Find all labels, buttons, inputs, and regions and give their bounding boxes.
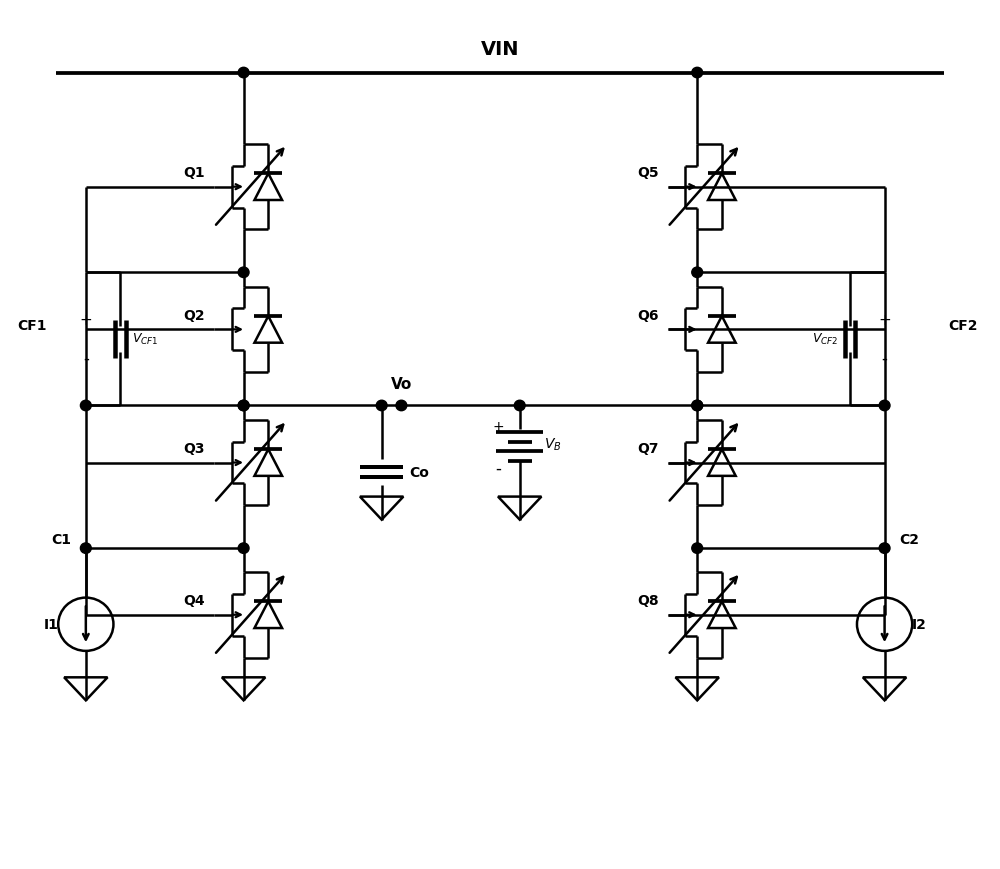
Text: Q2: Q2 <box>183 308 205 322</box>
Circle shape <box>879 401 890 411</box>
Text: Q1: Q1 <box>183 166 205 180</box>
Text: CF1: CF1 <box>17 318 46 332</box>
Circle shape <box>396 401 407 411</box>
Circle shape <box>692 543 703 554</box>
Circle shape <box>80 543 91 554</box>
Text: Q3: Q3 <box>184 441 205 455</box>
Circle shape <box>238 543 249 554</box>
Text: Co: Co <box>409 466 429 480</box>
Text: Q6: Q6 <box>637 308 659 322</box>
Text: $V_B$: $V_B$ <box>544 436 562 452</box>
Text: +: + <box>79 313 92 328</box>
Text: CF2: CF2 <box>949 318 978 332</box>
Text: -: - <box>882 349 888 368</box>
Text: Q4: Q4 <box>183 594 205 607</box>
Circle shape <box>879 543 890 554</box>
Text: C1: C1 <box>51 532 71 546</box>
Text: C2: C2 <box>899 532 919 546</box>
Text: -: - <box>495 459 501 477</box>
Text: +: + <box>492 420 504 434</box>
Text: Vo: Vo <box>391 377 412 392</box>
Text: $V_{CF1}$: $V_{CF1}$ <box>132 332 159 347</box>
Circle shape <box>238 268 249 278</box>
Circle shape <box>514 401 525 411</box>
Circle shape <box>692 401 703 411</box>
Circle shape <box>238 69 249 79</box>
Circle shape <box>80 401 91 411</box>
Circle shape <box>376 401 387 411</box>
Circle shape <box>692 268 703 278</box>
Circle shape <box>238 401 249 411</box>
Text: +: + <box>878 313 891 328</box>
Text: I1: I1 <box>44 618 59 632</box>
Circle shape <box>238 401 249 411</box>
Text: Q5: Q5 <box>637 166 659 180</box>
Text: Q8: Q8 <box>637 594 659 607</box>
Text: $V_{CF2}$: $V_{CF2}$ <box>812 332 838 347</box>
Text: I2: I2 <box>912 618 927 632</box>
Circle shape <box>692 401 703 411</box>
Text: Q7: Q7 <box>637 441 659 455</box>
Text: VIN: VIN <box>481 40 519 59</box>
Circle shape <box>692 69 703 79</box>
Text: -: - <box>83 349 89 368</box>
